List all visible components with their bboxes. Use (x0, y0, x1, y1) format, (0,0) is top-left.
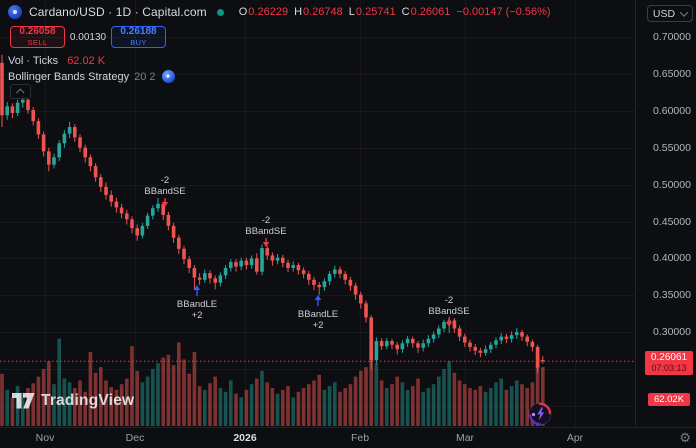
strategy-legend-label: Bollinger Bands Strategy (8, 70, 130, 83)
time-axis-label: Mar (455, 432, 475, 444)
high-value: 0.26748 (303, 6, 343, 18)
high-label: H (294, 6, 303, 18)
market-open-dot-icon (216, 8, 224, 16)
current-price-value: 0.26061 (650, 352, 688, 364)
time-axis[interactable]: Nov Dec 2026 Feb Mar Apr ⚙ (0, 427, 696, 448)
low-value: 0.25741 (355, 6, 396, 18)
sell-button[interactable]: 0.26058 SELL (10, 26, 65, 48)
svg-text:-2: -2 (445, 295, 453, 306)
svg-text:BBandLE: BBandLE (298, 309, 338, 320)
svg-text:-2: -2 (262, 215, 270, 226)
svg-text:+2: +2 (313, 320, 324, 331)
strategy-signal-bbandle: BBandLE+2 (177, 285, 217, 321)
price-axis-label: 0.60000 (653, 104, 691, 117)
price-axis-label: 0.30000 (653, 326, 691, 339)
symbol-title[interactable]: Cardano/USD · 1D · Capital.com (29, 5, 207, 19)
svg-text:BBandSE: BBandSE (245, 226, 286, 237)
bar-countdown: 07:03:13 (651, 363, 687, 374)
time-axis-label: Nov (35, 432, 55, 444)
price-chart-canvas[interactable]: -2 BBandSE -2 BBandSE BBandLE +2 BBandLE +2 -2 BB… (0, 0, 635, 428)
price-axis-label: 0.55000 (653, 141, 691, 154)
sell-label: SELL (27, 38, 48, 48)
price-axis-label: 0.65000 (653, 67, 691, 80)
time-axis-label: Apr (566, 432, 584, 444)
svg-text:BBandSE: BBandSE (428, 306, 469, 317)
sell-price: 0.26058 (19, 26, 56, 38)
buy-label: BUY (130, 38, 147, 48)
price-axis-label: 0.70000 (653, 31, 691, 43)
price-axis-label: 0.40000 (653, 252, 691, 265)
price-axis-label: 0.50000 (653, 178, 691, 191)
chevron-down-icon (679, 7, 689, 17)
strategy-params: 20 2 (134, 70, 156, 83)
currency-dropdown[interactable]: USD (647, 5, 693, 22)
volume-legend-label: Vol · Ticks (8, 55, 59, 67)
ohlc-readout: O 0.26229 H 0.26748 L 0.25741 C 0.26061 −0.0… (233, 6, 551, 18)
gear-icon[interactable]: ⚙ (679, 430, 691, 445)
svg-text:BBandLE: BBandLE (177, 299, 217, 310)
low-label: L (348, 6, 355, 18)
time-axis-label: Feb (350, 432, 370, 444)
close-label: C (401, 6, 410, 18)
price-axis-label: 0.45000 (653, 215, 691, 228)
price-axis-label: 0.35000 (653, 289, 691, 302)
spark-icon[interactable]: ✦ (161, 70, 175, 83)
volume-legend: Vol · Ticks 62.02 K (8, 55, 105, 67)
collapse-legend-button[interactable] (10, 84, 31, 99)
time-axis-label: Dec (125, 432, 145, 444)
change-value: −0.00147 (−0.56%) (456, 6, 551, 18)
chevron-up-icon (15, 87, 25, 97)
open-value: 0.26229 (248, 6, 289, 18)
close-value: 0.26061 (410, 6, 451, 18)
current-volume-badge: 62.02K (648, 393, 690, 406)
time-axis-label: 2026 (233, 432, 257, 444)
trade-panel: 0.26058 SELL 0.00130 0.26188 BUY (10, 26, 166, 48)
svg-text:-2: -2 (161, 175, 169, 186)
buy-price: 0.26188 (120, 26, 157, 38)
current-price-badge: 0.26061 07:03:13 (645, 351, 693, 376)
price-axis[interactable]: USD 0.70000 0.65000 0.60000 0.55000 0.50000 0… (635, 0, 696, 428)
currency-label: USD (652, 7, 676, 20)
svg-text:BBandSE: BBandSE (144, 186, 185, 197)
strategy-signal-bbandle: BBandLE+2 (298, 295, 338, 331)
volume-legend-value: 62.02 K (67, 55, 106, 67)
spread-value: 0.00130 (69, 31, 107, 43)
symbol-header: Cardano/USD · 1D · Capital.com O 0.26229 … (8, 4, 551, 20)
open-label: O (238, 6, 248, 18)
svg-text:+2: +2 (192, 310, 203, 321)
buy-button[interactable]: 0.26188 BUY (111, 26, 166, 48)
cardano-logo-icon (8, 5, 22, 19)
strategy-legend[interactable]: Bollinger Bands Strategy 20 2 ✦ (8, 70, 175, 83)
boost-sticker-icon[interactable] (527, 401, 553, 427)
